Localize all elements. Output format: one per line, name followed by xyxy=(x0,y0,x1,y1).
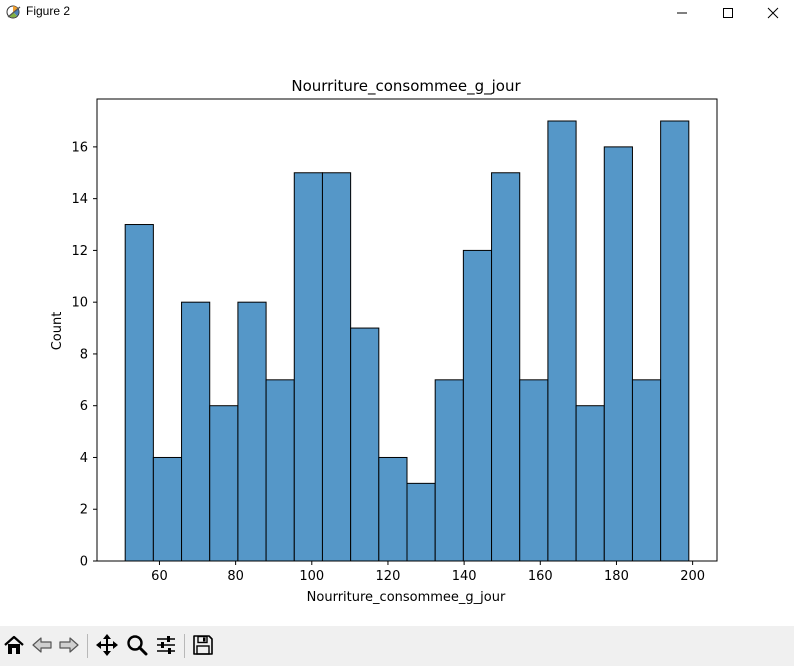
histogram-bar xyxy=(152,456,183,562)
x-axis-ticks: 60 80 100 120 140 160 180 200 xyxy=(151,561,705,584)
x-tick-label: 140 xyxy=(452,569,477,584)
back-button[interactable] xyxy=(28,630,56,660)
navigation-toolbar xyxy=(0,626,794,666)
x-tick-label: 200 xyxy=(680,569,705,584)
histogram-bar xyxy=(350,327,380,562)
save-icon xyxy=(193,635,213,655)
histogram-bar xyxy=(519,379,549,562)
x-tick-label: 80 xyxy=(227,569,244,584)
minimize-button[interactable] xyxy=(659,0,705,26)
histogram-bar xyxy=(575,405,605,562)
histogram-chart: Nourriture_consommee_g_jour 60 80 100 120 14… xyxy=(50,77,718,605)
pan-icon xyxy=(96,634,118,656)
y-tick-label: 6 xyxy=(80,399,88,414)
histogram-bar xyxy=(434,379,464,562)
histogram-bar xyxy=(603,146,633,562)
y-tick-label: 8 xyxy=(80,347,88,362)
histogram-bar xyxy=(209,405,239,562)
window-title: Figure 2 xyxy=(26,4,71,18)
histogram-bar xyxy=(265,379,295,562)
histogram-bar xyxy=(491,172,521,562)
y-tick-label: 10 xyxy=(71,296,88,311)
toolbar-separator xyxy=(87,634,88,658)
maximize-button[interactable] xyxy=(705,0,751,26)
histogram-bar xyxy=(631,379,662,562)
back-icon xyxy=(32,637,52,653)
histogram-bar xyxy=(321,172,352,562)
y-tick-label: 14 xyxy=(71,192,88,207)
x-tick-label: 180 xyxy=(604,569,629,584)
y-tick-label: 16 xyxy=(71,140,88,155)
histogram-bar xyxy=(237,301,267,562)
forward-button[interactable] xyxy=(55,630,83,660)
histogram-bar xyxy=(378,456,408,562)
save-button[interactable] xyxy=(189,630,217,660)
minimize-icon xyxy=(677,12,687,14)
x-tick-label: 60 xyxy=(151,569,168,584)
y-tick-label: 0 xyxy=(80,555,88,570)
y-tick-label: 4 xyxy=(80,451,88,466)
zoom-button[interactable] xyxy=(123,630,151,660)
histogram-bar xyxy=(406,482,436,562)
histogram-bars xyxy=(124,120,690,562)
histogram-bar xyxy=(181,301,211,562)
histogram-bar xyxy=(660,120,690,562)
y-axis-label: Count xyxy=(50,312,65,351)
axes-frame xyxy=(96,98,718,562)
maximize-icon xyxy=(723,8,733,18)
configure-subplots-button[interactable] xyxy=(152,630,180,660)
zoom-icon xyxy=(127,635,148,656)
y-tick-label: 2 xyxy=(80,503,88,518)
matplotlib-figure-icon xyxy=(5,3,23,21)
close-button[interactable] xyxy=(750,0,794,26)
x-tick-label: 160 xyxy=(528,569,553,584)
figure-canvas: Nourriture_consommee_g_jour 60 80 100 120 14… xyxy=(0,26,794,626)
x-axis-label: Nourriture_consommee_g_jour xyxy=(307,590,506,605)
y-axis-ticks: 0 2 4 6 8 10 12 14 16 xyxy=(71,140,97,570)
x-tick-label: 100 xyxy=(299,569,324,584)
x-tick-label: 120 xyxy=(376,569,401,584)
pan-button[interactable] xyxy=(93,630,121,660)
close-icon xyxy=(767,7,779,19)
y-tick-label: 12 xyxy=(71,244,88,259)
configure-subplots-icon xyxy=(157,636,175,654)
home-icon xyxy=(4,635,24,654)
histogram-bar xyxy=(462,249,493,562)
toolbar-separator xyxy=(184,634,185,658)
histogram-bar xyxy=(124,224,154,562)
chart-title: Nourriture_consommee_g_jour xyxy=(291,77,521,96)
histogram-bar xyxy=(547,120,577,562)
forward-icon xyxy=(59,637,79,653)
home-button[interactable] xyxy=(0,630,28,660)
histogram-bar xyxy=(293,172,323,562)
window-titlebar: Figure 2 xyxy=(0,0,794,26)
